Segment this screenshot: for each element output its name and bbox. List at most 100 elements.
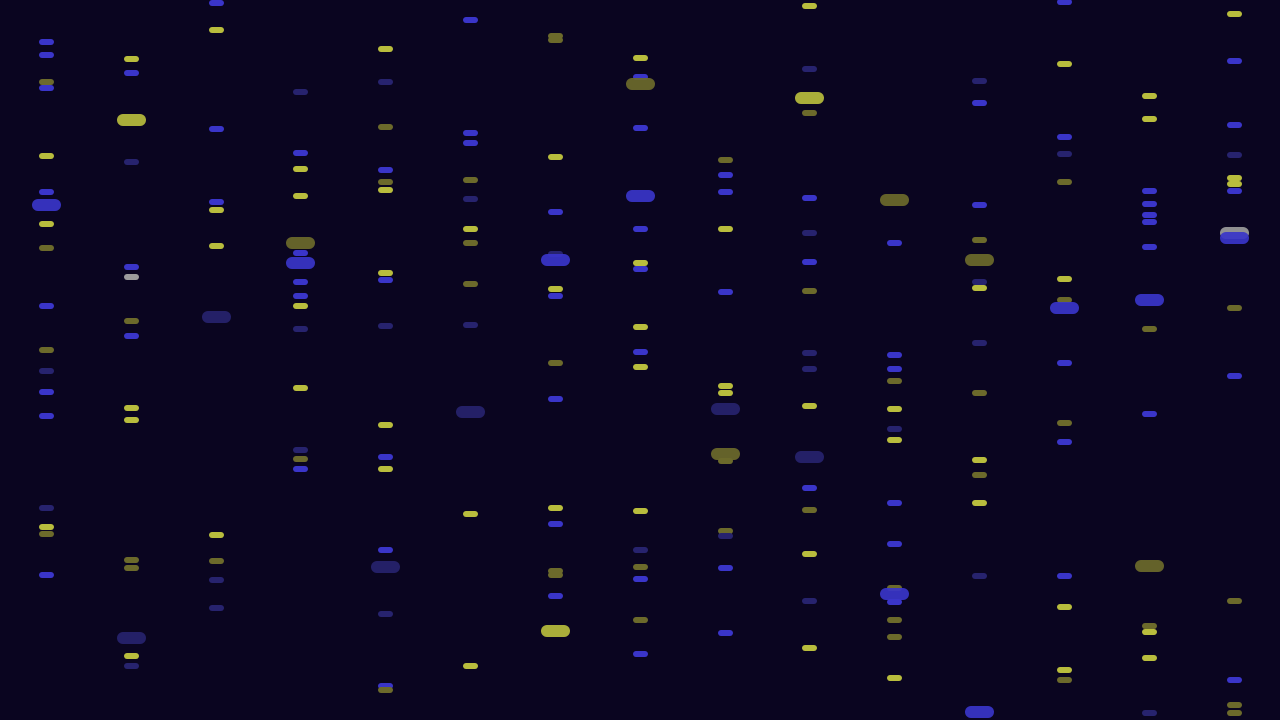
dash-mark [31,199,61,211]
dash-mark [1134,294,1164,306]
dash-mark [625,78,655,90]
dash-mark [632,617,648,623]
dash-mark [292,385,308,391]
dash-mark [38,347,54,353]
dash-mark [462,240,478,246]
dash-mark [717,383,733,389]
dash-mark [1056,297,1072,303]
dash-mark [717,630,733,636]
dash-mark [632,564,648,570]
dash-mark [540,254,570,266]
dash-mark [971,202,987,208]
dash-mark [38,303,54,309]
dash-mark [38,79,54,85]
dash-mark [1141,655,1157,661]
dash-mark [886,634,902,640]
dash-mark [964,254,994,266]
dash-mark [116,114,146,126]
dash-mark [377,179,393,185]
dash-mark [462,140,478,146]
dash-mark [370,561,400,573]
dash-mark [292,326,308,332]
dash-mark [971,472,987,478]
dash-mark [292,250,308,256]
dash-mark [1226,152,1242,158]
dash-mark [547,37,563,43]
dash-mark [1141,93,1157,99]
dash-mark [1056,667,1072,673]
dash-mark [1141,201,1157,207]
dash-mark [292,150,308,156]
dash-mark [879,588,909,600]
dash-mark [123,653,139,659]
dash-mark [801,195,817,201]
dash-mark [462,322,478,328]
dash-mark [1141,188,1157,194]
dash-mark [285,237,315,249]
dash-mark [1056,677,1072,683]
dash-mark [38,153,54,159]
dash-mark [801,551,817,557]
dash-mark [377,454,393,460]
dash-mark [886,675,902,681]
dash-mark [632,364,648,370]
dash-mark [377,547,393,553]
dash-mark [1226,122,1242,128]
dash-mark [38,531,54,537]
dash-mark [123,318,139,324]
dash-mark [547,593,563,599]
dash-mark [1056,151,1072,157]
dash-mark [1056,61,1072,67]
dash-mark [377,187,393,193]
dash-mark [377,277,393,283]
dash-mark [38,39,54,45]
dash-mark [547,154,563,160]
dash-mark [123,333,139,339]
dash-mark [208,199,224,205]
dash-mark [292,279,308,285]
dash-mark [123,159,139,165]
dash-mark [547,572,563,578]
dash-mark [292,466,308,472]
dash-mark [292,193,308,199]
dash-mark [794,451,824,463]
dash-mark [1056,360,1072,366]
dash-mark [208,577,224,583]
dash-mark [1226,181,1242,187]
dash-mark [292,293,308,299]
dash-mark [1141,326,1157,332]
dash-mark [632,260,648,266]
dash-mark [801,366,817,372]
dash-mark [801,66,817,72]
dash-mark [801,507,817,513]
dash-mark [1134,560,1164,572]
dash-mark [38,389,54,395]
dash-mark [123,264,139,270]
dash-mark [717,458,733,464]
dash-mark [1141,623,1157,629]
dash-mark [1141,219,1157,225]
dash-mark [462,281,478,287]
dash-mark [38,572,54,578]
dash-mark [377,270,393,276]
dash-mark [1056,420,1072,426]
dash-mark [625,190,655,202]
dash-mark [801,259,817,265]
dash-mark [971,279,987,285]
dash-mark [1226,11,1242,17]
dash-mark [201,311,231,323]
dash-mark [1056,573,1072,579]
dash-mark [377,683,393,689]
dash-mark [886,437,902,443]
dash-mark [377,124,393,130]
dash-mark [1056,0,1072,5]
dash-mark [1056,276,1072,282]
dash-mark [886,406,902,412]
dash-mark [38,524,54,530]
dash-mark [801,110,817,116]
dash-mark [292,89,308,95]
dash-mark [717,565,733,571]
dash-mark [632,349,648,355]
dash-mark [971,457,987,463]
dash-mark [377,466,393,472]
